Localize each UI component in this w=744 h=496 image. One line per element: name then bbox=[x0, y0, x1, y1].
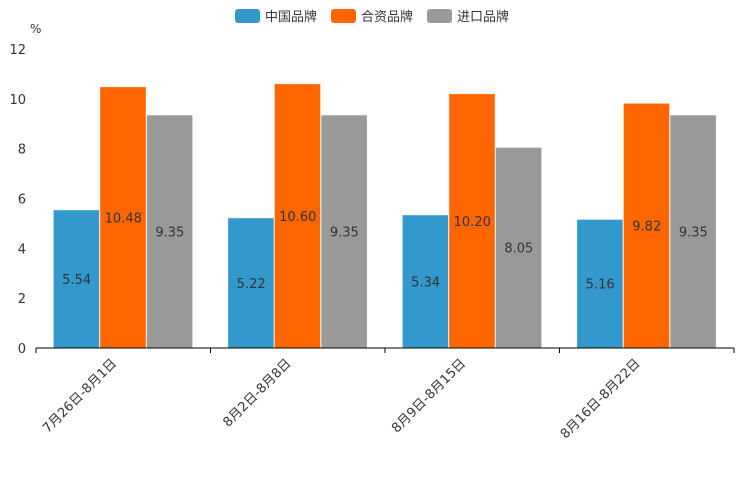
legend-swatch-jv-brand bbox=[330, 8, 356, 23]
x-tick-label-1: 8月2日-8月8日 bbox=[220, 356, 294, 430]
y-axis-unit-label: % bbox=[30, 22, 41, 36]
legend-item-china-brand[interactable]: 中国品牌 bbox=[234, 6, 317, 25]
legend-label-china-brand: 中国品牌 bbox=[264, 10, 317, 25]
legend-item-import-brand[interactable]: 进口品牌 bbox=[427, 6, 509, 25]
y-axis-ticks: 0 2 4 6 8 10 12 bbox=[9, 43, 26, 357]
data-label-import-brand-1: 9.35 bbox=[330, 226, 359, 241]
data-label-import-brand-2: 8.05 bbox=[504, 242, 533, 257]
x-tick-label-3: 8月16日-8月22日 bbox=[558, 356, 644, 442]
data-label-china-brand-0: 5.54 bbox=[62, 273, 91, 288]
bar-import-brand-1[interactable] bbox=[320, 114, 368, 349]
bar-jv-brand-3[interactable] bbox=[623, 103, 670, 349]
legend: 中国品牌 合资品牌 进口品牌 bbox=[0, 6, 744, 25]
data-label-import-brand-3: 9.35 bbox=[679, 226, 708, 241]
bar-jv-brand-0[interactable] bbox=[99, 86, 147, 349]
x-tick-label-0: 7月26日-8月1日 bbox=[40, 356, 120, 436]
data-label-jv-brand-2: 10.20 bbox=[454, 215, 491, 230]
x-tick-label-2: 8月9日-8月15日 bbox=[389, 356, 469, 436]
y-tick-label-4: 8 bbox=[18, 143, 26, 158]
data-label-china-brand-3: 5.16 bbox=[586, 278, 615, 293]
legend-label-import-brand: 进口品牌 bbox=[457, 10, 510, 25]
legend-swatch-import-brand bbox=[427, 8, 452, 23]
y-tick-label-2: 4 bbox=[18, 242, 26, 257]
bar-china-brand-3[interactable] bbox=[576, 219, 624, 349]
legend-label-jv-brand: 合资品牌 bbox=[360, 10, 413, 25]
data-labels-group: 5.54 10.48 9.35 5.22 10.60 9.35 5.34 10.20 8.05 5… bbox=[62, 210, 708, 293]
bar-china-brand-1[interactable] bbox=[227, 217, 275, 349]
y-tick-label-3: 6 bbox=[18, 193, 26, 208]
bar-jv-brand-1[interactable] bbox=[274, 83, 321, 349]
y-tick-label-5: 10 bbox=[9, 93, 26, 108]
data-label-jv-brand-0: 10.48 bbox=[105, 211, 142, 226]
y-tick-label-6: 12 bbox=[9, 43, 26, 58]
bar-china-brand-0[interactable] bbox=[53, 209, 100, 349]
bar-china-brand-2[interactable] bbox=[402, 214, 449, 349]
data-label-jv-brand-1: 10.60 bbox=[279, 210, 316, 225]
y-tick-label-0: 0 bbox=[18, 342, 26, 357]
y-tick-label-1: 2 bbox=[18, 292, 26, 307]
legend-item-jv-brand[interactable]: 合资品牌 bbox=[330, 6, 413, 25]
data-label-import-brand-0: 9.35 bbox=[155, 226, 184, 241]
legend-swatch-china-brand bbox=[234, 8, 260, 23]
data-label-china-brand-1: 5.22 bbox=[237, 277, 266, 292]
bar-import-brand-3[interactable] bbox=[669, 114, 717, 349]
bar-jv-brand-2[interactable] bbox=[448, 93, 496, 349]
x-axis: 7月26日-8月1日 8月2日-8月8日 8月9日-8月15日 8月16日-8月22日 bbox=[35, 347, 735, 442]
bars-group bbox=[53, 83, 717, 349]
bar-import-brand-2[interactable] bbox=[495, 147, 542, 349]
data-label-china-brand-2: 5.34 bbox=[411, 275, 440, 290]
data-label-jv-brand-3: 9.82 bbox=[632, 220, 661, 235]
